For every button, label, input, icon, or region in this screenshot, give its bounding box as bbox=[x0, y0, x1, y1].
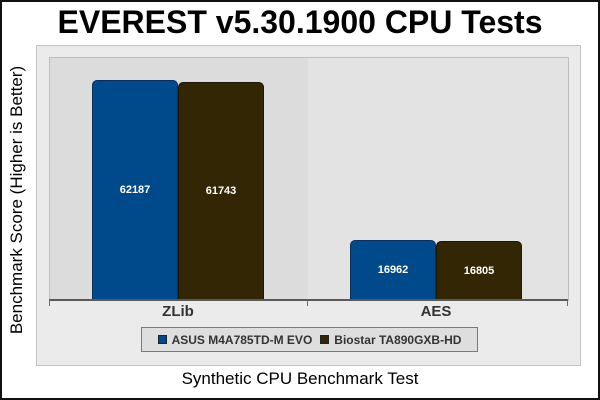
x-axis-tick bbox=[49, 300, 50, 306]
category-label-zlib: ZLib bbox=[162, 303, 194, 320]
legend-swatch-biostar bbox=[320, 335, 330, 344]
bar-zlib-biostar: 61743 bbox=[178, 82, 264, 300]
legend-label-asus: ASUS M4A785TD-M EVO bbox=[171, 332, 313, 347]
bar-value-label: 16805 bbox=[463, 264, 495, 277]
bar-aes-biostar: 16805 bbox=[436, 241, 522, 300]
category-label-aes: AES bbox=[420, 303, 452, 320]
bar-value-label: 16962 bbox=[377, 264, 409, 276]
chart-title: EVEREST v5.30.1900 CPU Tests bbox=[57, 4, 543, 40]
x-axis-tick bbox=[307, 300, 308, 306]
legend-label-biostar: Biostar TA890GXB-HD bbox=[334, 332, 462, 347]
legend-swatch-asus bbox=[157, 335, 167, 344]
bar-zlib-asus: 62187 bbox=[92, 80, 178, 300]
legend-item-biostar: Biostar TA890GXB-HD bbox=[320, 333, 461, 347]
x-axis-label: Synthetic CPU Benchmark Test bbox=[181, 369, 419, 388]
bar-aes-asus: 16962 bbox=[350, 240, 436, 300]
legend-item-asus: ASUS M4A785TD-M EVO bbox=[157, 332, 313, 347]
x-axis-line bbox=[49, 299, 568, 301]
y-axis-label: Benchmark Score (Higher is Better) bbox=[7, 65, 26, 335]
legend: ASUS M4A785TD-M EVO Biostar TA890GXB-HD bbox=[141, 327, 478, 352]
bar-value-label: 62187 bbox=[119, 184, 151, 196]
x-axis-tick bbox=[567, 300, 568, 306]
bar-value-label: 61743 bbox=[205, 185, 237, 197]
